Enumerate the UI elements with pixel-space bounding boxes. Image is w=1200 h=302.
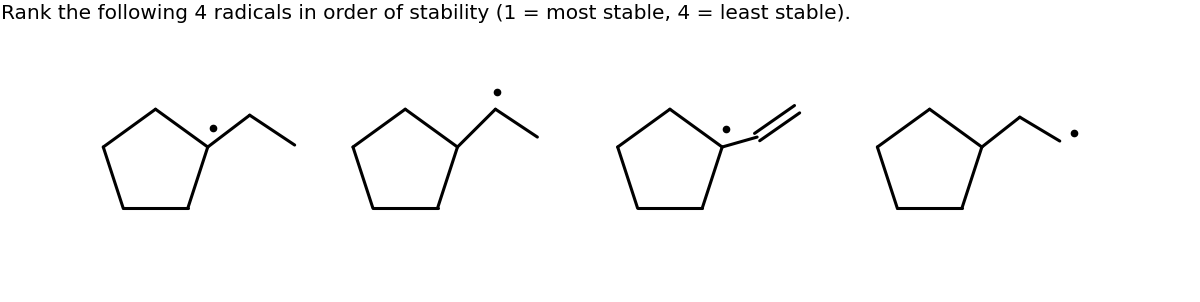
Text: Rank the following 4 radicals in order of stability (1 = most stable, 4 = least : Rank the following 4 radicals in order o… bbox=[1, 4, 851, 23]
